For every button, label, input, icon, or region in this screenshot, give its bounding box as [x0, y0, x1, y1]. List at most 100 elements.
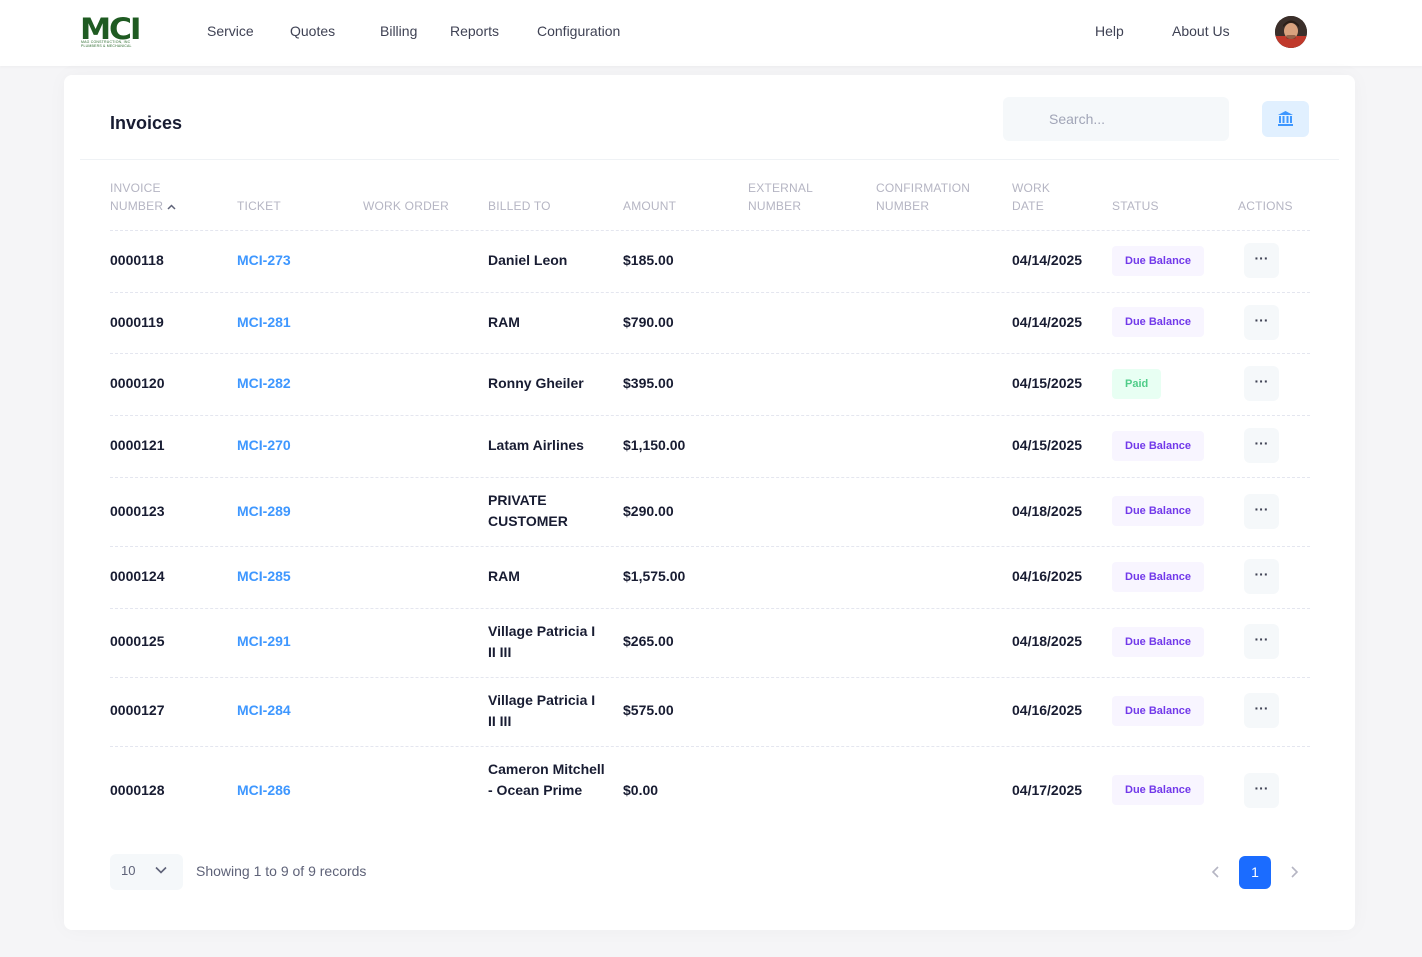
- cell-work-date: 04/15/2025: [1012, 437, 1083, 453]
- cell-invoice-number: 0000128: [110, 782, 165, 798]
- top-navbar: MCI MAG CONSTRUCTION, INC PLUMBERS & MEC…: [0, 0, 1422, 66]
- row-actions-button[interactable]: ···: [1244, 624, 1279, 659]
- cell-amount: $1,150.00: [623, 437, 686, 453]
- cell-billed-to: Ronny Gheiler: [488, 375, 584, 391]
- row-actions-button[interactable]: ···: [1244, 305, 1279, 340]
- nav-billing[interactable]: Billing: [380, 23, 418, 39]
- row-separator: [110, 477, 1310, 478]
- th-invoice-number[interactable]: INVOICE NUMBER: [110, 179, 176, 215]
- pagination-next-button[interactable]: [1282, 861, 1306, 883]
- row-actions-button[interactable]: ···: [1244, 428, 1279, 463]
- th-actions: ACTIONS: [1238, 199, 1293, 213]
- cell-amount: $290.00: [623, 503, 674, 519]
- company-logo[interactable]: MCI MAG CONSTRUCTION, INC PLUMBERS & MEC…: [80, 12, 146, 49]
- cell-billed-to: Daniel Leon: [488, 252, 568, 268]
- row-separator: [110, 353, 1310, 354]
- cell-ticket-link[interactable]: MCI-286: [237, 782, 291, 798]
- chevron-right-icon: [1291, 866, 1299, 878]
- cell-ticket-link[interactable]: MCI-281: [237, 314, 291, 330]
- cell-work-date: 04/17/2025: [1012, 782, 1083, 798]
- cell-invoice-number: 0000121: [110, 437, 165, 453]
- invoices-card: Invoices INVOICE NUMBER TICKET WORK ORDE…: [64, 75, 1355, 930]
- pagination-page-button[interactable]: 1: [1239, 856, 1271, 889]
- more-horizontal-icon: ···: [1254, 501, 1269, 517]
- row-actions-button[interactable]: ···: [1244, 693, 1279, 728]
- more-horizontal-icon: ···: [1254, 631, 1269, 647]
- cell-ticket-link[interactable]: MCI-270: [237, 437, 291, 453]
- cell-work-date: 04/18/2025: [1012, 633, 1083, 649]
- row-separator: [110, 230, 1310, 231]
- cell-billed-to: Latam Airlines: [488, 437, 584, 453]
- cell-work-date: 04/18/2025: [1012, 503, 1083, 519]
- th-confirmation-line2: NUMBER: [876, 199, 930, 213]
- nav-service[interactable]: Service: [207, 23, 254, 39]
- row-actions-button[interactable]: ···: [1244, 494, 1279, 529]
- row-separator: [110, 608, 1310, 609]
- cell-amount: $185.00: [623, 252, 674, 268]
- cell-ticket-link[interactable]: MCI-284: [237, 702, 291, 718]
- avatar-image: [1275, 16, 1307, 48]
- status-badge: Due Balance: [1112, 246, 1205, 276]
- th-confirmation-number[interactable]: CONFIRMATION NUMBER: [876, 179, 970, 215]
- cell-ticket-link[interactable]: MCI-273: [237, 252, 291, 268]
- logo-text: MCI: [80, 12, 141, 46]
- page-title: Invoices: [110, 113, 183, 133]
- nav-quotes[interactable]: Quotes: [290, 23, 336, 39]
- nav-help[interactable]: Help: [1095, 23, 1124, 39]
- row-actions-button[interactable]: ···: [1244, 559, 1279, 594]
- cell-invoice-number: 0000120: [110, 375, 165, 391]
- th-invoice-number-text: NUMBER: [110, 199, 164, 213]
- cell-work-date: 04/14/2025: [1012, 314, 1083, 330]
- status-badge: Due Balance: [1112, 562, 1205, 592]
- more-horizontal-icon: ···: [1254, 373, 1269, 389]
- more-horizontal-icon: ···: [1254, 435, 1269, 451]
- more-horizontal-icon: ···: [1254, 780, 1269, 796]
- nav-about-us[interactable]: About Us: [1172, 23, 1230, 39]
- more-horizontal-icon: ···: [1254, 700, 1269, 716]
- cell-ticket-link[interactable]: MCI-291: [237, 633, 291, 649]
- cell-invoice-number: 0000123: [110, 503, 165, 519]
- card-header-divider: [80, 159, 1339, 160]
- th-status[interactable]: STATUS: [1112, 199, 1159, 213]
- th-external-number[interactable]: EXTERNAL NUMBER: [748, 179, 813, 215]
- cell-billed-to: Cameron Mitchell - Ocean Prime: [488, 761, 605, 798]
- cell-amount: $790.00: [623, 314, 674, 330]
- th-invoice-number-line1: INVOICE: [110, 181, 161, 195]
- th-amount[interactable]: AMOUNT: [623, 199, 677, 213]
- more-horizontal-icon: ···: [1254, 566, 1269, 582]
- th-billed-to[interactable]: BILLED TO: [488, 199, 551, 213]
- page-size-select[interactable]: 10: [110, 854, 183, 890]
- th-external-line1: EXTERNAL: [748, 181, 813, 195]
- cell-amount: $265.00: [623, 633, 674, 649]
- cell-amount: $395.00: [623, 375, 674, 391]
- nav-configuration[interactable]: Configuration: [537, 23, 621, 39]
- nav-reports[interactable]: Reports: [450, 23, 500, 39]
- th-work-date[interactable]: WORK DATE: [1012, 179, 1050, 215]
- pagination-previous-button[interactable]: [1204, 861, 1228, 883]
- cell-billed-to: Village Patricia I II III: [488, 692, 596, 729]
- th-ticket[interactable]: TICKET: [237, 199, 281, 213]
- th-external-line2: NUMBER: [748, 199, 802, 213]
- cell-ticket-link[interactable]: MCI-285: [237, 568, 291, 584]
- cell-billed-to: RAM: [488, 314, 520, 330]
- cell-invoice-number: 0000127: [110, 702, 165, 718]
- cell-invoice-number: 0000124: [110, 568, 165, 584]
- status-badge: Due Balance: [1112, 496, 1205, 526]
- row-actions-button[interactable]: ···: [1244, 773, 1279, 808]
- cell-ticket-link[interactable]: MCI-289: [237, 503, 291, 519]
- search-input[interactable]: [1003, 97, 1229, 141]
- row-actions-button[interactable]: ···: [1244, 366, 1279, 401]
- cell-work-date: 04/14/2025: [1012, 252, 1083, 268]
- user-avatar[interactable]: [1275, 16, 1307, 48]
- row-actions-button[interactable]: ···: [1244, 243, 1279, 278]
- th-confirmation-line1: CONFIRMATION: [876, 181, 971, 195]
- row-separator: [110, 677, 1310, 678]
- th-work-order[interactable]: WORK ORDER: [363, 199, 449, 213]
- records-info: Showing 1 to 9 of 9 records: [196, 863, 367, 879]
- row-separator: [110, 546, 1310, 547]
- bank-button[interactable]: [1262, 101, 1309, 137]
- row-separator: [110, 292, 1310, 293]
- cell-ticket-link[interactable]: MCI-282: [237, 375, 291, 391]
- status-badge: Due Balance: [1112, 627, 1205, 657]
- th-invoice-number-line2: NUMBER: [110, 197, 176, 215]
